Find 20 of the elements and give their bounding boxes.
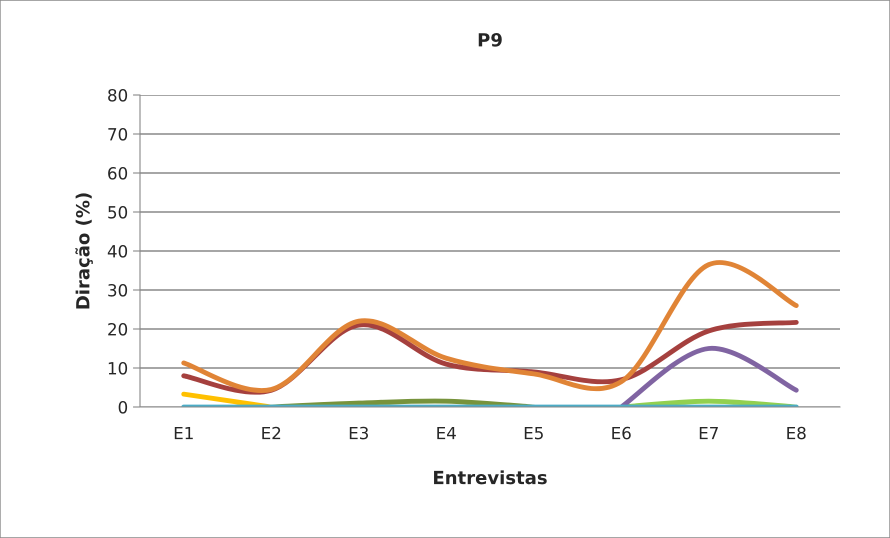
y-tick-label: 40 [108,244,128,258]
y-tick-label: 20 [108,322,128,336]
x-tick-label: E8 [787,426,806,440]
y-tick-label: 80 [108,88,128,102]
y-tick-label: 0 [118,400,128,414]
y-tick-label: 30 [108,284,128,297]
x-tick-label: E1 [174,426,193,440]
y-tick-label: 50 [108,206,128,219]
y-tick-label: 10 [108,362,128,375]
x-tick-label: E6 [612,426,631,440]
y-tick-label: 70 [108,128,128,141]
y-tick-label: 60 [108,166,128,180]
chart-title: P9 [478,33,502,47]
x-tick-label: E7 [700,426,718,440]
x-tick-label: E3 [350,426,368,440]
y-axis-title: Diração (%) [75,193,93,309]
x-tick-label: E2 [262,426,280,440]
x-tick-label: E4 [437,426,456,440]
x-axis-title: Entrevistas [434,470,547,484]
x-tick-label: E5 [524,426,543,440]
